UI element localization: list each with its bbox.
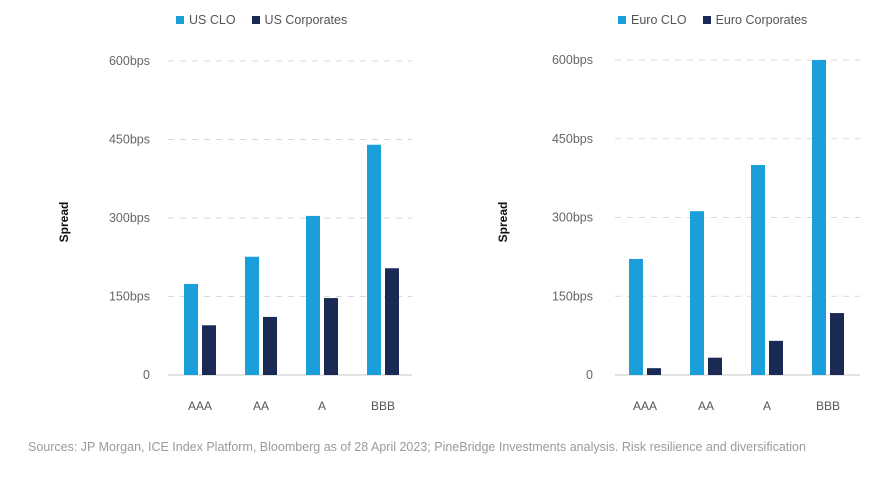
bar-euro-clo-bbb <box>812 60 826 375</box>
bar-us-clo-aa <box>245 256 259 375</box>
x-tick-label: AA <box>253 399 269 413</box>
legend-swatch-euro-clo <box>618 16 626 24</box>
bar-euro-clo-a <box>751 165 765 375</box>
us-spread-chart: US CLO US Corporates 0 150bps 300bps 450bps… <box>0 0 445 420</box>
legend-item-us-clo: US CLO <box>176 13 236 27</box>
bar-euro-clo-aa <box>690 211 704 375</box>
bar-euro-corporates-aa <box>708 357 722 375</box>
bar-euro-corporates-bbb <box>830 313 844 375</box>
bar-euro-clo-aaa <box>629 258 643 375</box>
bar-euro-corporates-a <box>769 340 783 375</box>
x-tick-label: BBB <box>816 399 840 413</box>
y-tick-label: 450bps <box>109 133 150 147</box>
legend-label: US CLO <box>189 13 236 27</box>
x-tick-label: A <box>763 399 771 413</box>
y-tick-label: 600bps <box>109 54 150 68</box>
bar-us-clo-aaa <box>184 283 198 375</box>
bar-us-corporates-aaa <box>202 325 216 375</box>
bar-us-corporates-aa <box>263 316 277 375</box>
bar-us-clo-a <box>306 215 320 375</box>
legend-item-us-corporates: US Corporates <box>251 13 348 27</box>
y-tick-label: 150bps <box>552 289 593 303</box>
x-tick-label: AA <box>698 399 714 413</box>
y-tick-label: 450bps <box>552 132 593 146</box>
y-tick-label: 300bps <box>109 211 150 225</box>
euro-spread-chart: Euro CLO Euro Corporates 0 150bps 300bps 45… <box>445 0 891 420</box>
y-tick-label: 150bps <box>109 290 150 304</box>
x-tick-label: AAA <box>188 399 212 413</box>
x-tick-label: A <box>318 399 326 413</box>
y-axis-label: Spread <box>57 202 71 243</box>
bar-euro-corporates-aaa <box>647 368 661 375</box>
y-axis-label: Spread <box>496 202 510 243</box>
legend-label: US Corporates <box>264 13 348 27</box>
legend-swatch-us-corporates <box>251 16 260 24</box>
bar-us-corporates-bbb <box>385 268 399 375</box>
legend: US CLO US Corporates <box>176 13 347 27</box>
y-tick-label: 600bps <box>552 53 593 67</box>
source-note: Sources: JP Morgan, ICE Index Platform, … <box>28 440 806 454</box>
legend-swatch-us-clo <box>176 16 184 24</box>
legend: Euro CLO Euro Corporates <box>618 13 807 27</box>
bar-us-corporates-a <box>324 298 338 375</box>
x-tick-label: BBB <box>371 399 395 413</box>
y-tick-label: 300bps <box>552 211 593 225</box>
legend-swatch-euro-corporates <box>702 16 711 24</box>
y-tick-label: 0 <box>143 368 150 382</box>
legend-item-euro-clo: Euro CLO <box>618 13 687 27</box>
legend-label: Euro CLO <box>631 13 687 27</box>
y-tick-label: 0 <box>586 368 593 382</box>
legend-label: Euro Corporates <box>715 13 808 27</box>
x-tick-label: AAA <box>633 399 657 413</box>
bar-us-clo-bbb <box>367 144 381 375</box>
legend-item-euro-corporates: Euro Corporates <box>702 13 808 27</box>
